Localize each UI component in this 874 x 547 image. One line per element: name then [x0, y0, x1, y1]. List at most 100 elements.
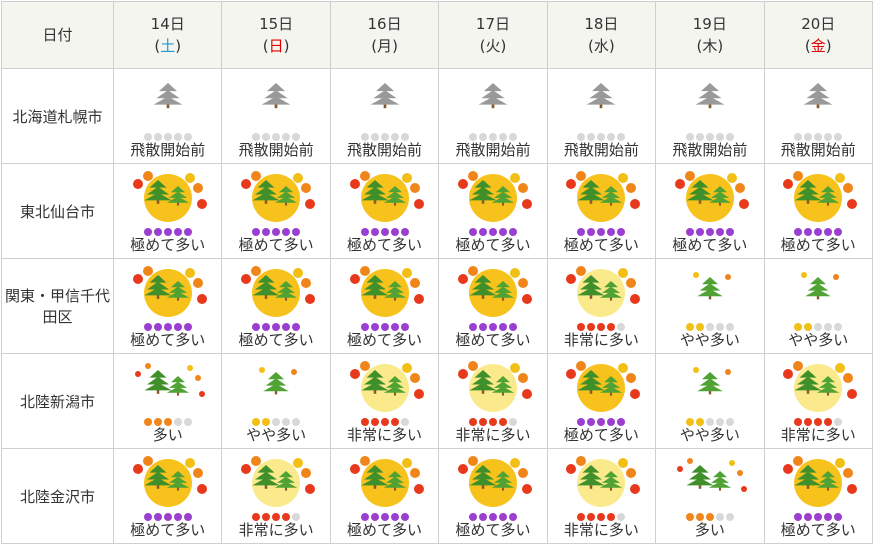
level-dot	[607, 323, 616, 331]
tree-tier	[819, 381, 838, 388]
level-dot	[685, 513, 694, 521]
forecast-cell: 飛散開始前	[329, 68, 440, 164]
level-dot	[292, 418, 301, 426]
pollen-spot	[349, 274, 360, 284]
pollen-spot	[132, 274, 143, 284]
trunk	[393, 296, 396, 301]
level-dot	[173, 513, 182, 521]
pollen-icon	[457, 361, 532, 426]
forecast-cell: やや多い	[655, 258, 765, 354]
tree-tier	[799, 465, 817, 473]
level-dot	[725, 228, 734, 236]
level-dot	[183, 228, 192, 236]
tree-tier	[580, 376, 603, 385]
level-dot	[705, 513, 714, 521]
tree-tier	[794, 477, 822, 486]
pollen-spot	[793, 171, 804, 181]
level-dot	[282, 323, 291, 331]
pollen-spot	[626, 373, 637, 383]
tree-tier	[580, 186, 603, 195]
level-dots	[685, 513, 734, 521]
city: 札幌市	[57, 107, 103, 126]
level-dot	[370, 323, 379, 331]
level-dot	[617, 228, 626, 236]
tree-tier	[469, 382, 497, 391]
pollen-icon	[349, 171, 424, 236]
tree-tier	[577, 192, 605, 201]
level-dot	[725, 513, 734, 521]
pollen-spot	[192, 183, 203, 193]
level-text: 非常に多い	[563, 521, 639, 539]
level-dots	[468, 228, 517, 236]
level-dot	[597, 418, 606, 426]
level-dots	[143, 323, 192, 331]
pollen-icon	[685, 83, 734, 141]
pollen-spot	[241, 274, 252, 284]
pollen-spot	[783, 179, 794, 189]
tree-tier	[580, 281, 603, 290]
level-dot	[705, 228, 714, 236]
trunk	[806, 388, 810, 394]
level-dot	[498, 513, 507, 521]
trunk	[491, 102, 495, 109]
level-text: 極めて多い	[238, 331, 314, 349]
pollen-icon	[783, 361, 858, 426]
level-dot	[577, 228, 586, 236]
level-dots	[360, 133, 409, 141]
level-dot	[360, 133, 369, 141]
tree-tier	[366, 275, 384, 283]
forecast-cell: 飛散開始前	[655, 68, 765, 164]
pollen-spot	[409, 373, 420, 383]
level-dots	[252, 133, 301, 141]
level-dot	[143, 323, 152, 331]
level-dot	[153, 513, 162, 521]
city: 新潟市	[50, 392, 96, 411]
day-header: 20日 (金)	[763, 1, 874, 69]
forecast-cell: 飛散開始前	[112, 68, 223, 164]
tree-tier	[471, 376, 495, 385]
pollen-spot	[684, 171, 695, 181]
level-dot	[282, 133, 291, 141]
date: 14日	[150, 15, 185, 33]
tree-tier	[255, 186, 278, 195]
pollen-spot	[801, 272, 808, 278]
pollen-spot	[293, 173, 304, 183]
level-dot	[400, 513, 409, 521]
level-dot	[814, 228, 823, 236]
tree-tier	[809, 83, 828, 92]
level-dot	[804, 513, 813, 521]
paren: (	[696, 37, 703, 55]
level-dots	[577, 418, 626, 426]
level-dot	[498, 323, 507, 331]
forecast-cell: 極めて多い	[112, 448, 223, 544]
tree-tier	[170, 281, 185, 288]
trunk	[816, 102, 820, 109]
tree-tier	[495, 471, 510, 478]
level-dots	[468, 418, 517, 426]
level-dot	[173, 323, 182, 331]
pollen-icon	[457, 171, 532, 236]
pollen-spot	[259, 367, 266, 373]
level-dots	[468, 133, 517, 141]
trunk	[590, 388, 593, 394]
trunk	[590, 483, 593, 489]
level-dot	[370, 418, 379, 426]
tree-tier	[799, 370, 817, 378]
tree-tier	[170, 376, 185, 383]
level-text: 極めて多い	[780, 236, 856, 254]
trunk	[373, 293, 376, 299]
pollen-spot	[132, 179, 143, 189]
level-dot	[173, 418, 182, 426]
level-dot	[617, 133, 626, 141]
level-dot	[695, 228, 704, 236]
level-dot	[488, 513, 497, 521]
level-dots	[252, 513, 301, 521]
level-dot	[804, 323, 813, 331]
pollen-spot	[676, 466, 683, 472]
level-dot	[725, 323, 734, 331]
weekday-line: (火)	[439, 35, 546, 57]
level-text: 極めて多い	[130, 521, 206, 539]
level-dot	[695, 418, 704, 426]
forecast-cell: 多い	[655, 448, 765, 544]
